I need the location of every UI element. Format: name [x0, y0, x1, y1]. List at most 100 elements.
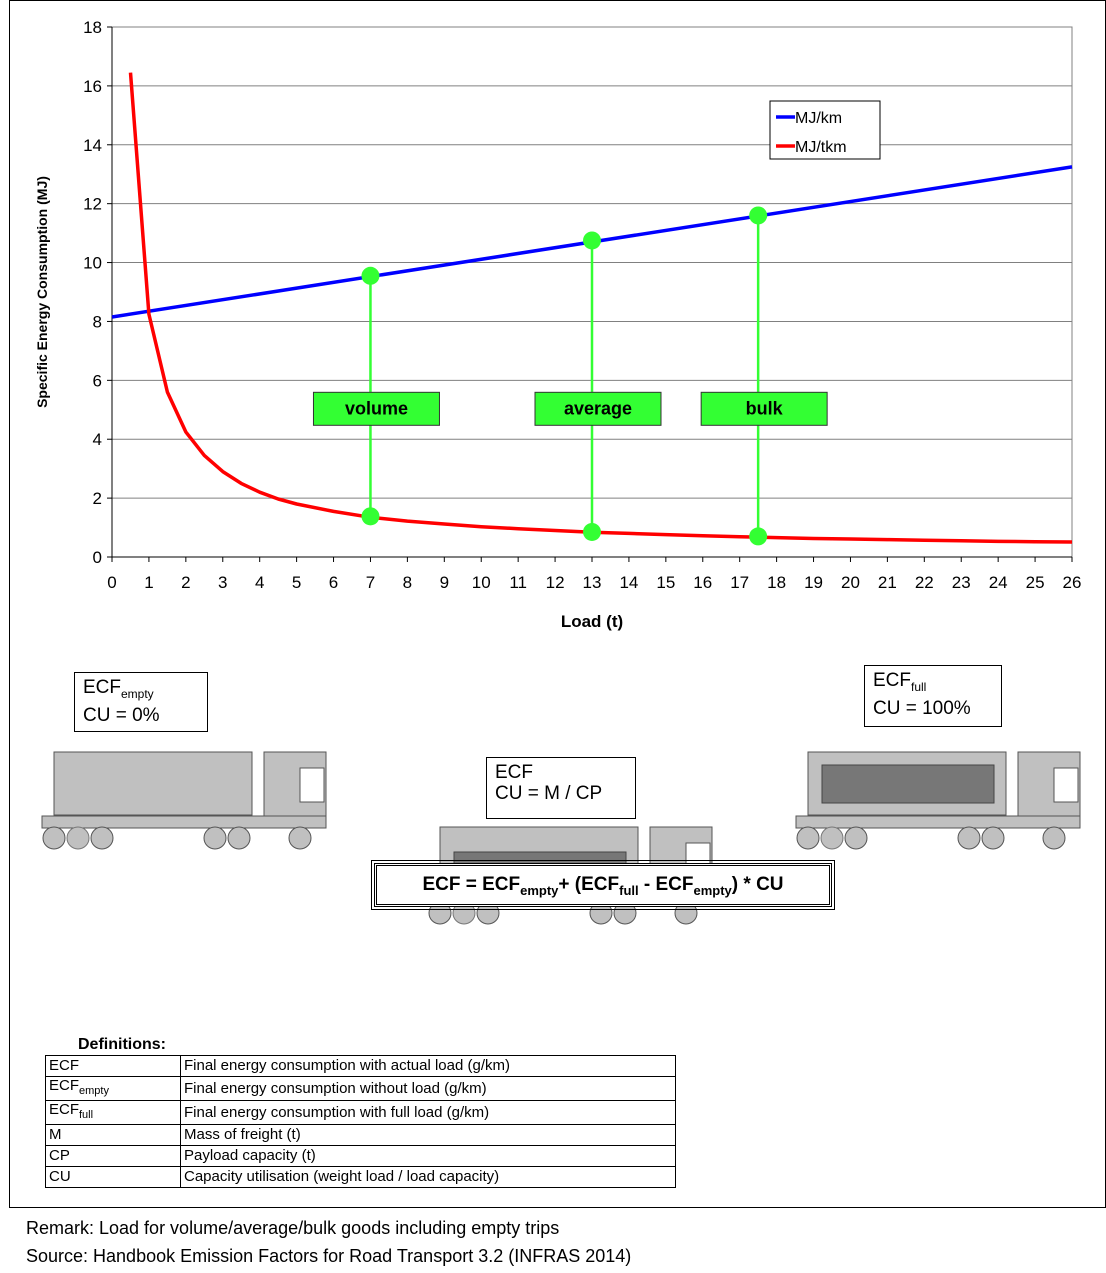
x-tick-label: 9	[440, 573, 449, 592]
marker-label-box	[534, 391, 662, 426]
x-tick-label: 22	[915, 573, 934, 592]
y-axis-label: Specific Energy Consumption (MJ)	[34, 176, 50, 408]
formula-part: + (ECF	[558, 874, 620, 895]
marker-point	[361, 266, 380, 285]
x-tick-label: 14	[619, 573, 638, 592]
definition-key: M	[45, 1124, 181, 1146]
ecf-full-text: ECF	[873, 670, 911, 691]
ecf-middle-text: ECF	[495, 762, 533, 783]
definition-row: CP Payload capacity (t)	[45, 1145, 676, 1167]
x-axis-label: Load (t)	[561, 612, 623, 631]
definition-row: CU Capacity utilisation (weight load / lo…	[45, 1166, 676, 1188]
y-tick-label: 6	[93, 371, 102, 390]
definition-value: Final energy consumption with full load …	[180, 1100, 676, 1125]
cu-empty-text: CU = 0%	[83, 704, 160, 726]
x-tick-label: 20	[841, 573, 860, 592]
x-tick-label: 21	[878, 573, 897, 592]
marker-label: volume	[345, 398, 408, 418]
definition-row: M Mass of freight (t)	[45, 1124, 676, 1146]
x-tick-label: 5	[292, 573, 301, 592]
marker-label: bulk	[746, 398, 784, 418]
x-tick-label: 1	[144, 573, 153, 592]
marker-point	[361, 507, 380, 526]
cu-full-text: CU = 100%	[873, 697, 971, 719]
y-tick-label: 4	[93, 430, 102, 449]
x-tick-label: 19	[804, 573, 823, 592]
formula-sub: empty	[520, 882, 559, 898]
definition-row: ECF Final energy consumption with actual …	[45, 1055, 676, 1077]
legend-label: MJ/tkm	[795, 139, 847, 156]
x-tick-label: 24	[989, 573, 1008, 592]
y-tick-label: 16	[83, 77, 102, 96]
y-tick-label: 0	[93, 548, 102, 567]
x-tick-label: 6	[329, 573, 338, 592]
y-tick-label: 8	[93, 312, 102, 331]
x-tick-label: 16	[693, 573, 712, 592]
formula-part: ) * CU	[731, 874, 784, 895]
legend-label: MJ/km	[795, 110, 842, 127]
definition-key: ECFfull	[45, 1100, 181, 1125]
y-tick-label: 10	[83, 254, 102, 273]
y-tick-label: 2	[93, 489, 102, 508]
definition-row: ECFfull Final energy consumption with ful…	[45, 1100, 676, 1125]
definition-value: Final energy consumption with actual loa…	[180, 1055, 676, 1077]
x-tick-label: 25	[1026, 573, 1045, 592]
definition-value: Payload capacity (t)	[180, 1145, 676, 1167]
marker-point	[749, 527, 768, 546]
x-tick-label: 0	[107, 573, 116, 592]
ecf-empty-sub: empty	[121, 686, 154, 701]
marker-point	[583, 231, 601, 250]
formula-sub: empty	[693, 882, 732, 898]
x-tick-label: 2	[181, 573, 190, 592]
definition-key: CP	[45, 1145, 181, 1167]
marker-point	[583, 522, 601, 541]
definition-value: Final energy consumption without load (g…	[180, 1076, 676, 1101]
x-tick-label: 3	[218, 573, 227, 592]
marker-label: average	[564, 398, 632, 418]
x-tick-label: 11	[509, 573, 527, 592]
truck-full-illustration	[795, 751, 1081, 850]
definition-key: ECF	[45, 1055, 181, 1077]
truck-middle-label: ECF CU = M / CP	[486, 757, 636, 819]
remark-text: Remark: Load for volume/average/bulk goo…	[26, 1218, 560, 1238]
y-tick-label: 12	[83, 195, 102, 214]
y-tick-label: 14	[83, 136, 102, 155]
marker-label-box	[312, 391, 440, 426]
definition-row: ECFempty Final energy consumption without…	[45, 1076, 676, 1101]
formula-part: - ECF	[638, 874, 694, 895]
ecf-empty-text: ECF	[83, 677, 121, 698]
ecf-formula: ECF = ECFempty+ (ECFfull - ECFempty) * C…	[371, 860, 835, 910]
x-tick-label: 13	[583, 573, 602, 592]
x-tick-label: 8	[403, 573, 412, 592]
cu-middle-text: CU = M / CP	[495, 783, 603, 804]
definition-key-sub: full	[79, 1109, 94, 1121]
truck-empty-label: ECFempty CU = 0%	[74, 672, 208, 732]
x-tick-label: 10	[472, 573, 491, 592]
formula-part: ECF = ECF	[422, 874, 521, 895]
definitions-title: Definitions:	[78, 1036, 166, 1053]
x-tick-label: 17	[730, 573, 749, 592]
marker-label-box	[700, 391, 828, 426]
definition-key: ECFempty	[45, 1076, 181, 1101]
definitions-table: ECF Final energy consumption with actual …	[45, 1055, 676, 1188]
x-tick-label: 26	[1063, 573, 1082, 592]
formula-sub: full	[619, 882, 639, 898]
x-tick-label: 7	[366, 573, 375, 592]
ecf-full-sub: full	[911, 679, 927, 694]
x-tick-label: 18	[767, 573, 786, 592]
definition-key-sub: empty	[79, 1085, 109, 1097]
definition-value: Capacity utilisation (weight load / load…	[180, 1166, 676, 1188]
y-tick-label: 18	[83, 18, 102, 37]
x-tick-label: 15	[656, 573, 675, 592]
x-tick-label: 12	[546, 573, 565, 592]
legend-box	[769, 100, 881, 160]
definition-key: CU	[45, 1166, 181, 1188]
x-tick-label: 4	[255, 573, 264, 592]
truck-empty-illustration	[41, 751, 327, 850]
definition-value: Mass of freight (t)	[180, 1124, 676, 1146]
truck-full-label: ECFfull CU = 100%	[864, 665, 1002, 727]
marker-point	[749, 206, 768, 225]
series-line-mjtkm	[128, 72, 1073, 544]
frame-top	[9, 0, 1106, 1]
